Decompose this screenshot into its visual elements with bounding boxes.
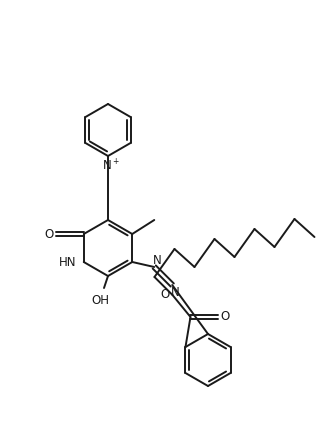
Text: HN: HN — [59, 256, 77, 268]
Text: +: + — [112, 157, 118, 166]
Text: O: O — [161, 288, 170, 300]
Text: N: N — [153, 253, 162, 267]
Text: N: N — [171, 285, 180, 299]
Text: O: O — [221, 311, 230, 323]
Text: O: O — [44, 227, 53, 241]
Text: OH: OH — [91, 294, 109, 306]
Text: N: N — [103, 159, 111, 172]
